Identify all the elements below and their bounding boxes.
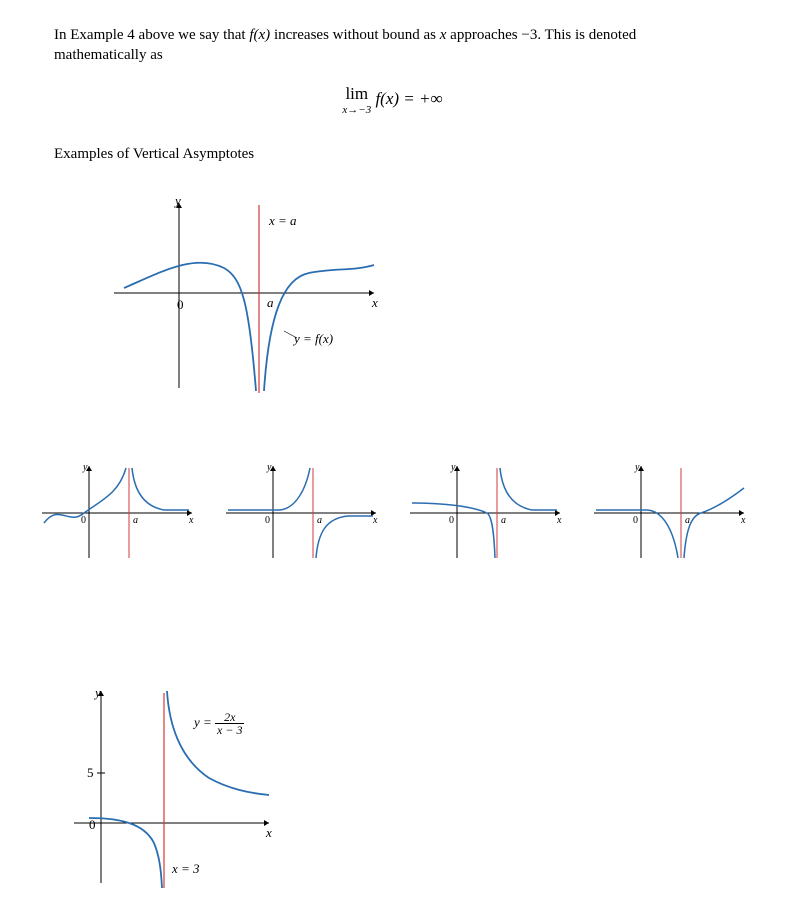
small-graph-3: y x 0 a bbox=[402, 458, 567, 573]
svg-text:y: y bbox=[82, 462, 88, 473]
small-graphs-row: y x 0 a y x 0 a y x 0 a y x 0 a bbox=[34, 458, 751, 573]
svg-text:y: y bbox=[93, 685, 101, 700]
neg3: −3 bbox=[521, 27, 537, 43]
frac-top: 2x bbox=[215, 711, 244, 724]
svg-text:a: a bbox=[267, 295, 274, 310]
lim-subscript: x→−3 bbox=[342, 104, 371, 116]
frac-bot: x − 3 bbox=[215, 724, 244, 736]
small-graph-2: y x 0 a bbox=[218, 458, 383, 573]
svg-text:y: y bbox=[450, 462, 456, 473]
svg-text:x: x bbox=[556, 515, 562, 526]
figure-rational-function: 5 y x 0 x = 3 y = 2xx − 3 bbox=[59, 683, 731, 898]
lim-body: f(x) = +∞ bbox=[375, 88, 442, 107]
svg-text:y: y bbox=[173, 193, 181, 208]
fx-symbol: f(x) bbox=[249, 27, 270, 43]
intro-text-1: In Example 4 above we say that bbox=[54, 27, 249, 43]
function-label: y = 2xx − 3 bbox=[194, 711, 244, 736]
svg-text:0: 0 bbox=[81, 515, 86, 526]
limit-equation: lim x→−3 f(x) = +∞ bbox=[54, 84, 731, 116]
svg-text:y = f(x): y = f(x) bbox=[292, 331, 333, 346]
svg-text:x: x bbox=[740, 515, 746, 526]
svg-text:a: a bbox=[685, 515, 690, 526]
svg-text:a: a bbox=[317, 515, 322, 526]
intro-text-3: approaches bbox=[446, 27, 521, 43]
svg-text:0: 0 bbox=[177, 297, 184, 312]
section-heading: Examples of Vertical Asymptotes bbox=[54, 146, 731, 163]
small-graph-4: y x 0 a bbox=[586, 458, 751, 573]
intro-text-2: increases without bound as bbox=[270, 27, 440, 43]
func-y-equals: y = bbox=[194, 714, 215, 729]
svg-text:0: 0 bbox=[633, 515, 638, 526]
svg-text:x: x bbox=[372, 515, 378, 526]
svg-text:5: 5 bbox=[87, 765, 94, 780]
svg-text:0: 0 bbox=[449, 515, 454, 526]
svg-text:a: a bbox=[501, 515, 506, 526]
svg-text:x: x bbox=[371, 295, 378, 310]
svg-text:x: x bbox=[188, 515, 194, 526]
svg-text:0: 0 bbox=[89, 817, 96, 832]
svg-text:x = a: x = a bbox=[268, 213, 297, 228]
lim-word: lim bbox=[342, 84, 371, 104]
svg-text:a: a bbox=[133, 515, 138, 526]
intro-paragraph: In Example 4 above we say that f(x) incr… bbox=[54, 25, 731, 66]
svg-text:0: 0 bbox=[265, 515, 270, 526]
small-graph-1: y x 0 a bbox=[34, 458, 199, 573]
svg-text:x: x bbox=[265, 825, 272, 840]
figure-asymptote-main: y x 0 a x = a y = f(x) bbox=[84, 193, 731, 408]
svg-text:y: y bbox=[266, 462, 272, 473]
svg-text:y: y bbox=[634, 462, 640, 473]
svg-text:x = 3: x = 3 bbox=[171, 861, 200, 876]
